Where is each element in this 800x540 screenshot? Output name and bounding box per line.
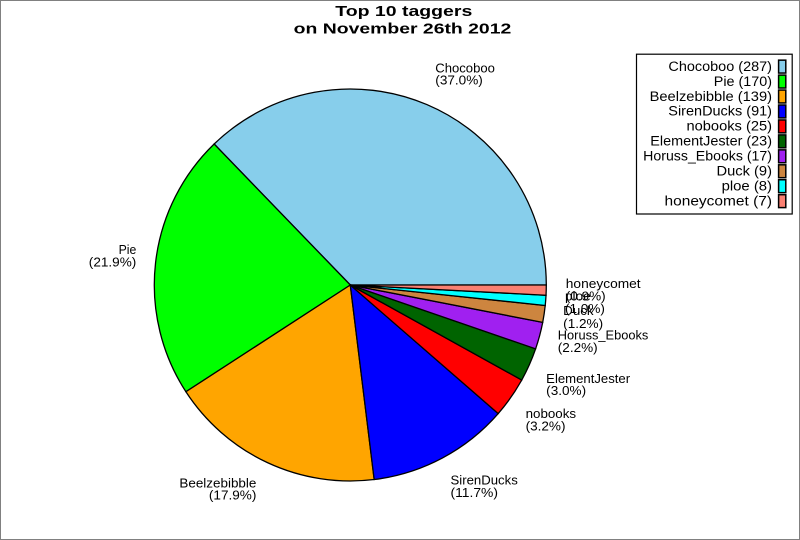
svg-text:Pie: Pie bbox=[119, 243, 137, 257]
svg-text:(3.0%): (3.0%) bbox=[546, 384, 586, 398]
svg-text:(1.0%): (1.0%) bbox=[565, 302, 605, 316]
svg-text:Duck: Duck bbox=[563, 304, 594, 318]
svg-text:Pie (170): Pie (170) bbox=[714, 74, 772, 89]
svg-text:Horuss_Ebooks: Horuss_Ebooks bbox=[558, 329, 649, 343]
svg-text:SirenDucks (91): SirenDucks (91) bbox=[668, 104, 772, 119]
svg-text:Beelzebibble: Beelzebibble bbox=[179, 476, 256, 490]
svg-text:ElementJester: ElementJester bbox=[546, 372, 630, 386]
svg-text:Chocoboo: Chocoboo bbox=[435, 61, 495, 75]
svg-text:SirenDucks: SirenDucks bbox=[451, 474, 518, 488]
svg-text:(3.2%): (3.2%) bbox=[526, 419, 566, 433]
svg-text:Duck (9): Duck (9) bbox=[717, 164, 773, 179]
svg-text:ElementJester (23): ElementJester (23) bbox=[650, 134, 772, 149]
svg-text:(2.2%): (2.2%) bbox=[558, 341, 598, 355]
svg-text:nobooks (25): nobooks (25) bbox=[687, 119, 773, 134]
svg-text:(11.7%): (11.7%) bbox=[451, 486, 499, 500]
svg-text:(37.0%): (37.0%) bbox=[435, 74, 483, 88]
svg-text:honeycomet: honeycomet bbox=[566, 277, 641, 291]
svg-text:Top 10 taggers: Top 10 taggers bbox=[335, 3, 472, 20]
svg-text:(0.9%): (0.9%) bbox=[566, 289, 606, 303]
svg-text:on November 26th 2012: on November 26th 2012 bbox=[294, 21, 512, 38]
svg-text:nobooks: nobooks bbox=[526, 407, 577, 421]
svg-text:ploe (8): ploe (8) bbox=[722, 178, 772, 193]
svg-text:Horuss_Ebooks (17): Horuss_Ebooks (17) bbox=[643, 149, 772, 164]
svg-text:(1.2%): (1.2%) bbox=[563, 317, 603, 331]
svg-text:ploe: ploe bbox=[565, 290, 591, 304]
svg-text:honeycomet (7): honeycomet (7) bbox=[665, 193, 773, 208]
svg-text:Beelzebibble (139): Beelzebibble (139) bbox=[650, 89, 772, 104]
svg-text:(17.9%): (17.9%) bbox=[209, 489, 257, 503]
svg-text:Chocoboo (287): Chocoboo (287) bbox=[668, 59, 772, 74]
svg-text:(21.9%): (21.9%) bbox=[89, 255, 137, 269]
